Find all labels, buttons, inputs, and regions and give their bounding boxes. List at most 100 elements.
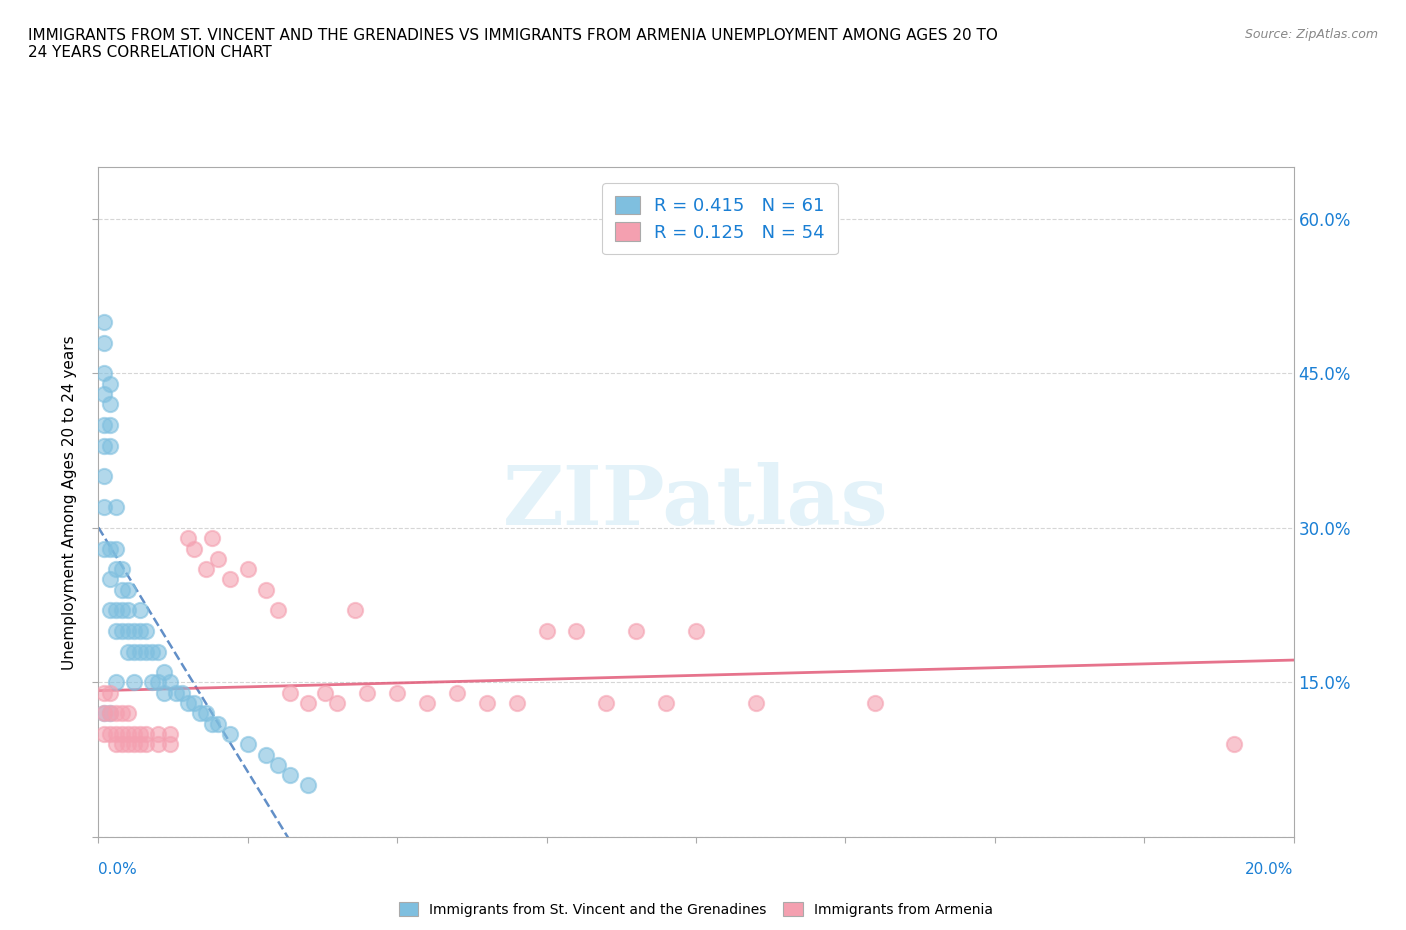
Point <box>117 582 139 597</box>
Point <box>93 335 115 350</box>
Point <box>195 562 218 577</box>
Point <box>100 397 122 412</box>
Point <box>93 685 115 700</box>
Point <box>124 623 146 638</box>
Point <box>745 696 768 711</box>
Point <box>416 696 439 711</box>
Point <box>236 562 259 577</box>
Point <box>326 696 349 711</box>
Point <box>183 541 205 556</box>
Point <box>100 438 122 453</box>
Point <box>267 603 290 618</box>
Point <box>117 644 139 659</box>
Point <box>100 541 122 556</box>
Point <box>135 737 157 751</box>
Point <box>153 685 176 700</box>
Point <box>188 706 211 721</box>
Point <box>177 531 200 546</box>
Point <box>129 623 152 638</box>
Point <box>124 675 146 690</box>
Point <box>100 706 122 721</box>
Y-axis label: Unemployment Among Ages 20 to 24 years: Unemployment Among Ages 20 to 24 years <box>62 335 77 670</box>
Point <box>177 696 200 711</box>
Point <box>153 665 176 680</box>
Point <box>105 603 128 618</box>
Point <box>111 603 134 618</box>
Point <box>278 685 301 700</box>
Point <box>100 418 122 432</box>
Point <box>105 623 128 638</box>
Point <box>219 572 242 587</box>
Point <box>93 387 115 402</box>
Point <box>105 562 128 577</box>
Point <box>135 623 157 638</box>
Point <box>117 706 139 721</box>
Point <box>100 603 122 618</box>
Point <box>93 438 115 453</box>
Point <box>111 726 134 741</box>
Point <box>626 623 648 638</box>
Point <box>165 685 187 700</box>
Point <box>148 644 170 659</box>
Point <box>100 726 122 741</box>
Point <box>105 541 128 556</box>
Point <box>595 696 617 711</box>
Point <box>93 418 115 432</box>
Point <box>267 757 290 772</box>
Point <box>254 747 277 762</box>
Point <box>201 716 224 731</box>
Point <box>655 696 678 711</box>
Point <box>129 644 152 659</box>
Point <box>117 603 139 618</box>
Point <box>159 726 181 741</box>
Point <box>344 603 367 618</box>
Text: IMMIGRANTS FROM ST. VINCENT AND THE GRENADINES VS IMMIGRANTS FROM ARMENIA UNEMPL: IMMIGRANTS FROM ST. VINCENT AND THE GREN… <box>28 28 998 60</box>
Point <box>93 541 115 556</box>
Point <box>183 696 205 711</box>
Point <box>117 726 139 741</box>
Point <box>385 685 409 700</box>
Point <box>100 685 122 700</box>
Text: 0.0%: 0.0% <box>98 862 138 877</box>
Point <box>111 562 134 577</box>
Text: Source: ZipAtlas.com: Source: ZipAtlas.com <box>1244 28 1378 41</box>
Point <box>124 737 146 751</box>
Point <box>219 726 242 741</box>
Text: 20.0%: 20.0% <box>1246 862 1294 877</box>
Point <box>111 582 134 597</box>
Point <box>111 737 134 751</box>
Legend: Immigrants from St. Vincent and the Grenadines, Immigrants from Armenia: Immigrants from St. Vincent and the Gren… <box>392 895 1000 923</box>
Point <box>506 696 529 711</box>
Point <box>129 737 152 751</box>
Point <box>278 768 301 783</box>
Point <box>93 726 115 741</box>
Point <box>135 726 157 741</box>
Point <box>105 675 128 690</box>
Point <box>201 531 224 546</box>
Point <box>105 706 128 721</box>
Point <box>135 644 157 659</box>
Point <box>356 685 378 700</box>
Point <box>1223 737 1246 751</box>
Text: ZIPatlas: ZIPatlas <box>503 462 889 542</box>
Point <box>475 696 498 711</box>
Point <box>297 696 319 711</box>
Point <box>207 551 229 566</box>
Point <box>141 675 163 690</box>
Point <box>159 737 181 751</box>
Point <box>105 726 128 741</box>
Point <box>93 706 115 721</box>
Point <box>93 314 115 329</box>
Point <box>254 582 277 597</box>
Point <box>141 644 163 659</box>
Point <box>129 726 152 741</box>
Point <box>865 696 887 711</box>
Point <box>446 685 468 700</box>
Point <box>117 737 139 751</box>
Point <box>195 706 218 721</box>
Point <box>124 726 146 741</box>
Point <box>207 716 229 731</box>
Point <box>100 377 122 392</box>
Point <box>129 603 152 618</box>
Point <box>172 685 194 700</box>
